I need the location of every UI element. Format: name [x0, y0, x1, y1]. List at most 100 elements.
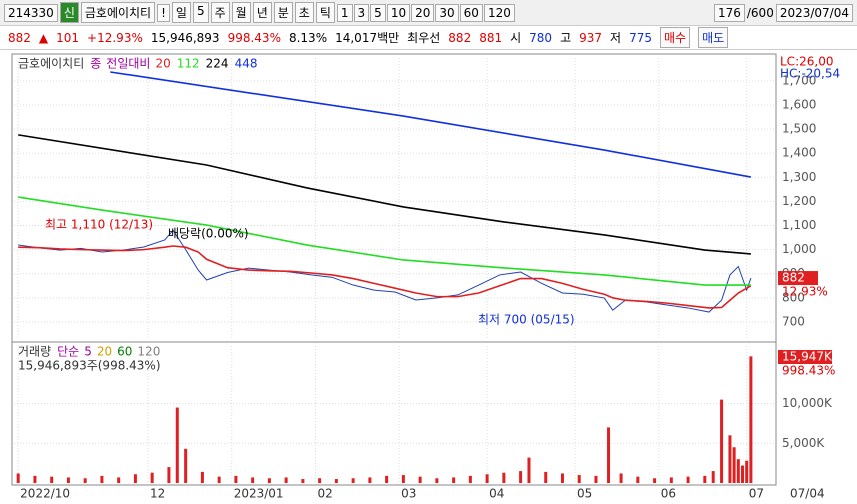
interval-button[interactable]: 20 — [411, 3, 435, 22]
volume-bar — [334, 479, 338, 483]
buy-button[interactable]: 매수 — [659, 27, 691, 48]
rate: +12.93% — [87, 30, 143, 45]
date[interactable]: 2023/07/04 — [775, 3, 853, 22]
y-tick-label: 1,100 — [782, 218, 816, 232]
volume-bar — [234, 475, 238, 483]
amount: 14,017백만 — [335, 31, 400, 45]
volume-bar — [100, 475, 104, 483]
y-tick-label: 10,000K — [782, 396, 833, 410]
period-button[interactable]: 5 — [192, 2, 209, 23]
series-line — [110, 71, 752, 178]
best-label: 최우선 — [407, 31, 441, 45]
volume-bar — [33, 475, 37, 483]
volume-bar — [519, 471, 523, 483]
series-line — [18, 229, 752, 313]
volume-bar — [594, 475, 598, 483]
open-label: 시 — [510, 31, 522, 45]
y-tick-label: 1,600 — [782, 98, 816, 112]
chart: 7008009001,0001,1001,2001,3001,4001,5001… — [11, 53, 840, 501]
x-tick-label: 05 — [577, 487, 592, 501]
code[interactable]: 214330 — [4, 3, 58, 22]
ask: 882 — [448, 30, 472, 45]
volume-bar — [318, 478, 322, 483]
volume-bar — [741, 465, 745, 483]
volume-bar — [711, 471, 715, 483]
series-line — [18, 245, 752, 309]
volume-bar — [16, 473, 20, 483]
volume-bar — [133, 474, 137, 483]
last-date: 07/04 — [790, 487, 825, 501]
period-button[interactable]: 주 — [210, 2, 230, 23]
period-button[interactable]: 월 — [231, 2, 251, 23]
volume-bar — [485, 474, 489, 483]
interval-button[interactable]: 30 — [435, 3, 459, 22]
y-tick-label: 700 — [782, 314, 805, 328]
bid: 881 — [479, 30, 503, 45]
legend-entry: 60 — [117, 345, 132, 359]
period-button[interactable]: 틱 — [315, 2, 335, 23]
legend-entry: 120 — [137, 345, 160, 359]
count[interactable]: 176 — [713, 3, 745, 22]
lc-label: LC:26,00 — [780, 55, 833, 69]
volume-bar — [653, 478, 657, 483]
quote-bar: 882 ▲ 101 +12.93% 15,946,893 998.43% 8.1… — [0, 26, 857, 50]
interval-button[interactable]: 120 — [483, 3, 515, 22]
volume-bar — [728, 435, 732, 483]
legend-entry: 종 — [90, 57, 101, 71]
volume-bar — [167, 467, 171, 483]
alert[interactable]: ! — [157, 3, 170, 22]
volume-bar — [502, 472, 506, 483]
high: 937 — [579, 30, 603, 45]
max: /600 — [746, 5, 774, 20]
hc-label: HC:-20,54 — [780, 67, 840, 81]
volume-bar — [452, 477, 456, 483]
volume-bar — [150, 472, 154, 483]
legend-entry: 단순 — [57, 345, 79, 359]
volume-bar — [284, 477, 288, 483]
volume-bar — [83, 478, 87, 483]
volume-bar — [619, 473, 623, 483]
interval-button[interactable]: 10 — [386, 3, 411, 22]
volume-summary: 15,946,893주(998.43%) — [18, 359, 161, 373]
sell-button[interactable]: 매도 — [698, 27, 729, 48]
volume-bar — [117, 477, 121, 483]
interval-button[interactable]: 1 — [336, 3, 353, 22]
x-tick-label: 02 — [317, 487, 332, 501]
legend-entry: 전일대비 — [106, 57, 150, 71]
interval-button[interactable]: 3 — [353, 3, 370, 22]
interval-button[interactable]: 5 — [370, 3, 386, 22]
annotation: 배당락(0.00%) — [168, 227, 249, 241]
annotation: 최고 1,110 (12/13) — [45, 218, 153, 232]
period-button[interactable]: 초 — [294, 2, 314, 23]
volume-bar — [745, 460, 749, 483]
y-tick-label: 800 — [782, 290, 805, 304]
volume-bar — [636, 476, 640, 483]
last-price-box — [778, 271, 818, 286]
volume-bar — [560, 473, 564, 483]
period-button[interactable]: 년 — [252, 2, 272, 23]
volume-bar — [669, 477, 673, 483]
x-tick-label: 04 — [489, 487, 504, 501]
volume-bar — [401, 475, 405, 483]
volume-bar — [267, 478, 271, 483]
intervals: 1 3 5 10 20 30 60 120 — [336, 3, 515, 22]
volume-bar — [418, 476, 422, 483]
series-line — [18, 134, 751, 255]
volume-bar — [686, 476, 690, 483]
period-button[interactable]: 일 — [171, 2, 191, 23]
volume-bar — [66, 477, 70, 483]
volume-bar — [368, 477, 372, 483]
volume-bar — [703, 475, 707, 483]
volume-bar — [527, 457, 531, 483]
interval-button[interactable]: 60 — [459, 3, 483, 22]
volume-bar — [736, 459, 740, 483]
last-volume-box — [778, 350, 832, 364]
x-tick-label: 2022/10 — [20, 487, 70, 501]
volume-bar — [184, 448, 188, 483]
volume-bar — [732, 447, 736, 483]
open: 780 — [529, 30, 553, 45]
stock-name: 금호에이치티 — [80, 2, 156, 23]
period-button[interactable]: 분 — [273, 2, 293, 23]
